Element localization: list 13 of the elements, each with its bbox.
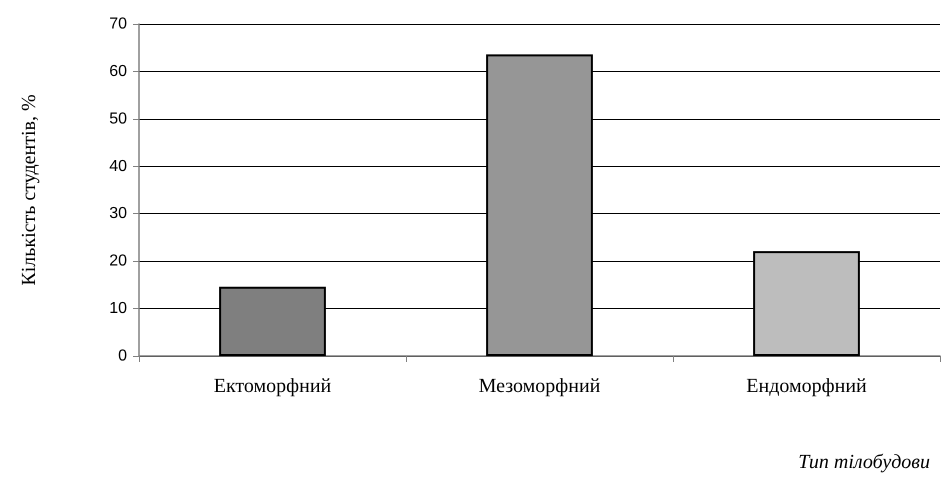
y-tick-label: 10 [109,300,128,318]
y-tick-label: 0 [118,348,128,364]
y-tick-label: 20 [109,252,128,270]
x-axis-title: Тип тілобудови [798,451,930,473]
x-tick-label: Ендоморфний [746,375,868,397]
y-axis-title: Кількість студентів, % [18,94,40,286]
y-tick-label: 70 [109,16,128,32]
y-tick-label: 30 [109,205,128,222]
y-tick-label: 40 [109,158,128,175]
y-tick-label: 50 [109,110,128,128]
x-tick-label: Мезоморфний [478,375,601,397]
y-tick-label: 60 [109,62,128,80]
x-tick-label: Ектоморфний [214,375,332,397]
